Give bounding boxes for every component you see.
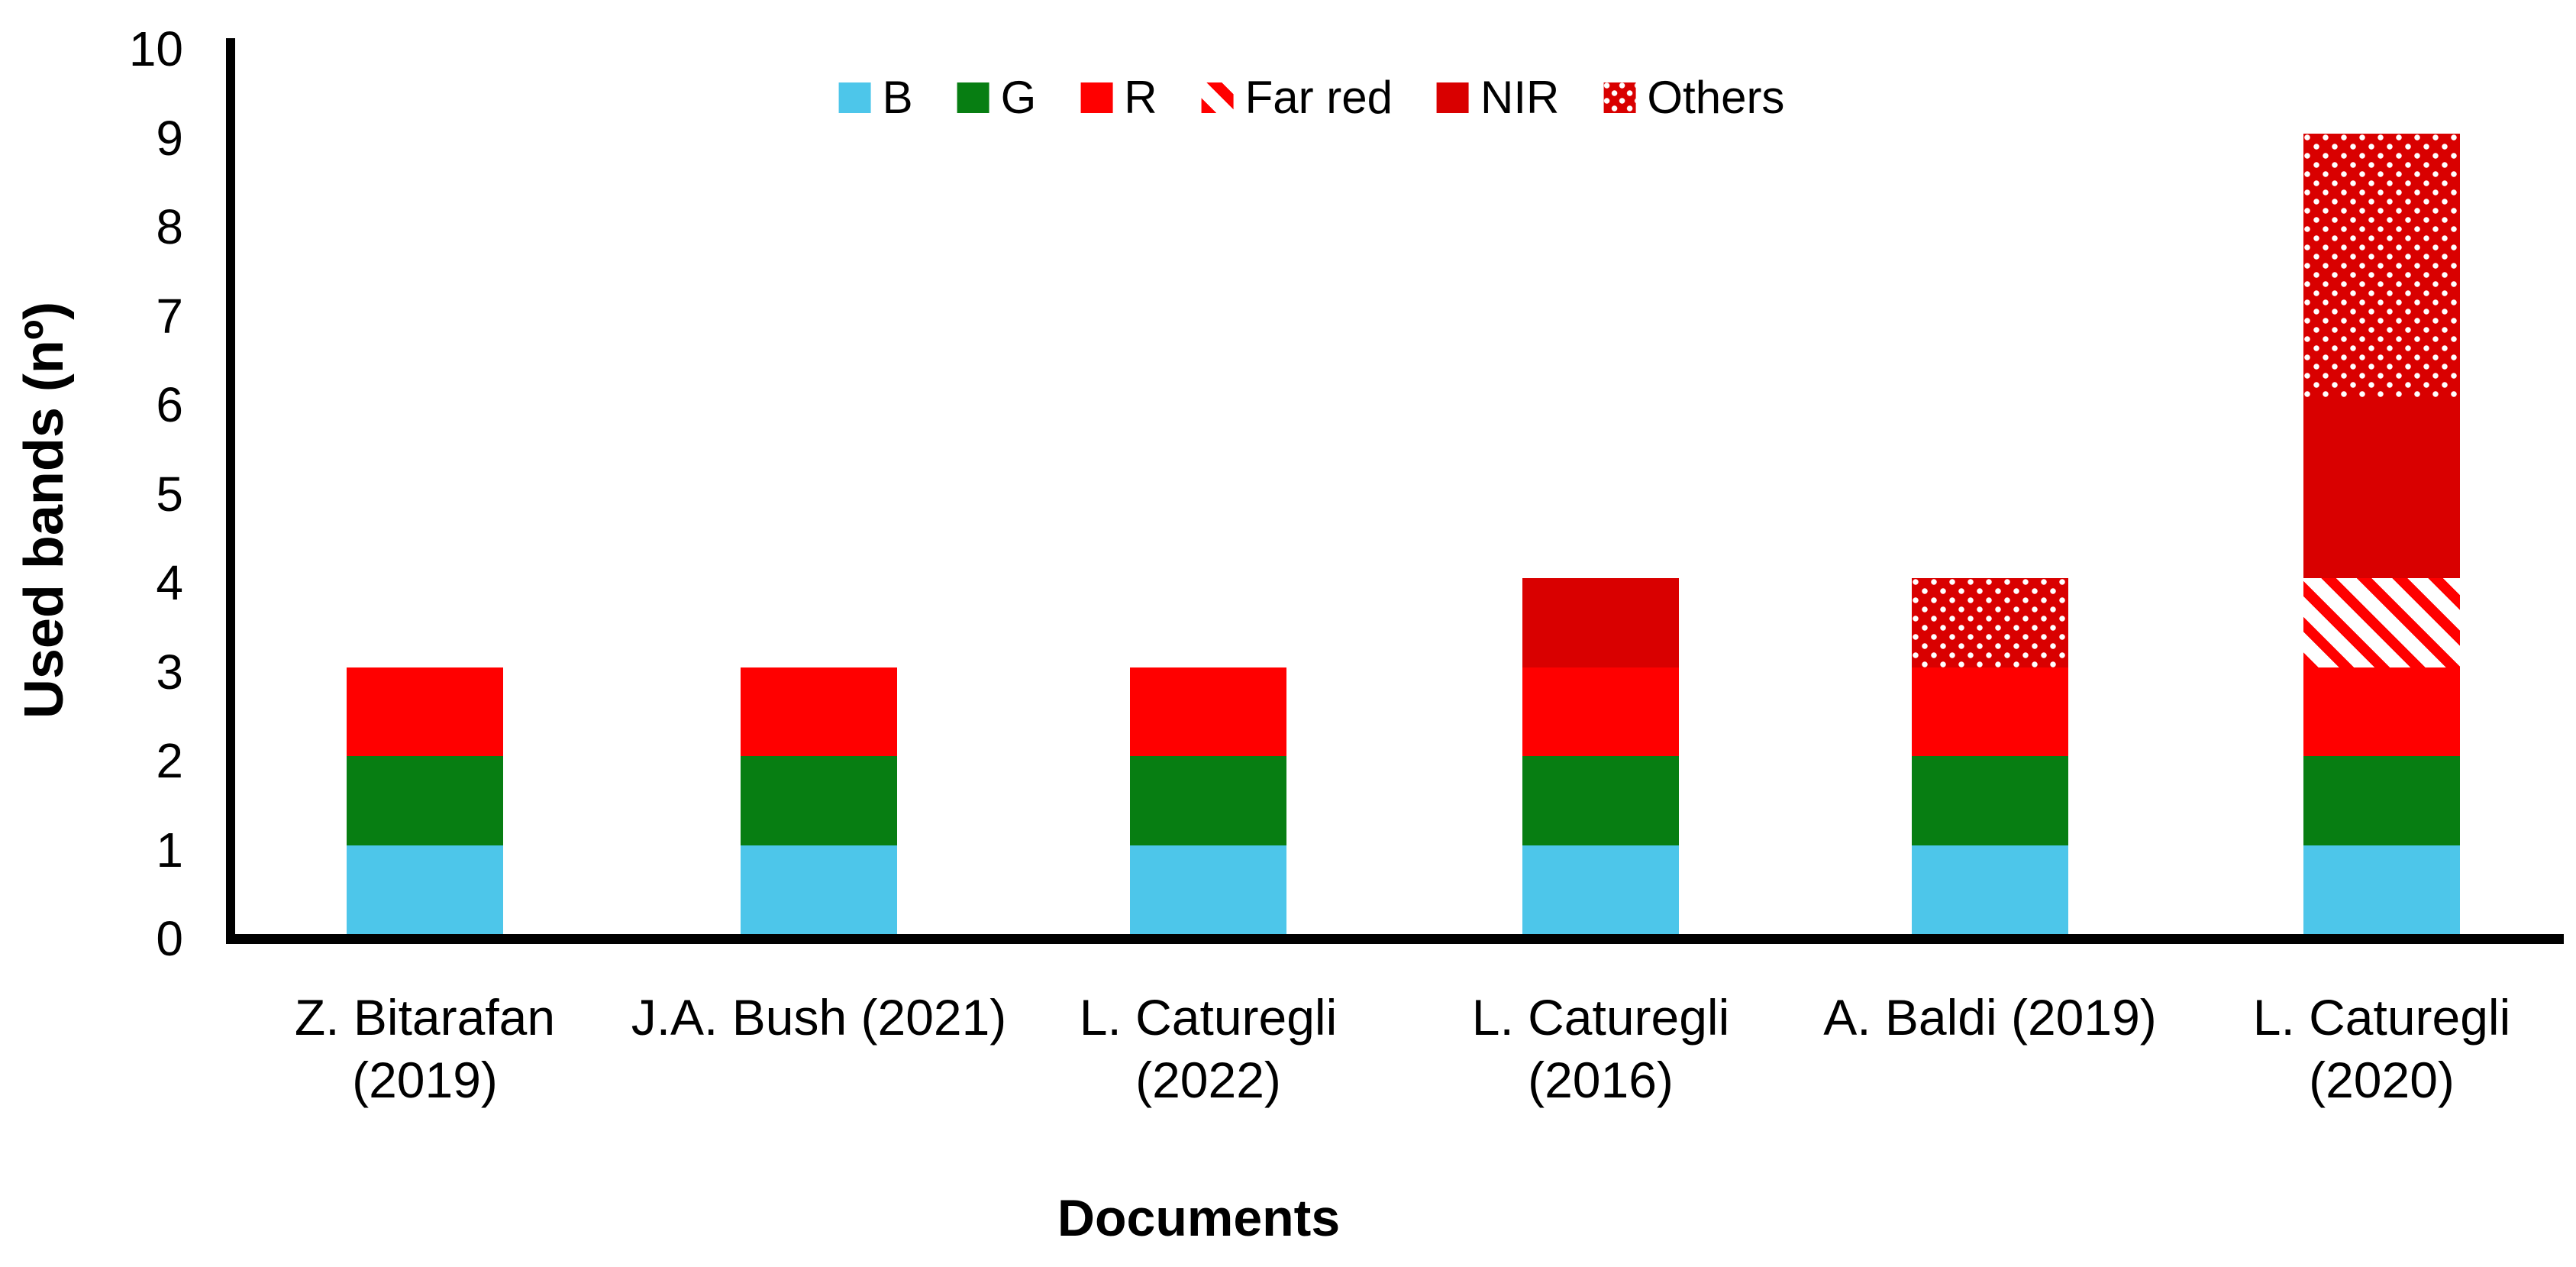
bar-6 [2303, 133, 2460, 934]
bar-5 [1912, 578, 2068, 934]
bar-1 [347, 667, 503, 934]
legend-swatch-far-red [1201, 82, 1234, 113]
legend-label: R [1124, 72, 1157, 123]
x-category-label-2: J.A. Bush (2021) [631, 989, 1007, 1046]
legend-swatch-r [1080, 82, 1113, 113]
legend-item-far-red: Far red [1201, 72, 1393, 123]
bar-segment-g [347, 756, 503, 845]
y-tick-label-4: 4 [156, 555, 183, 610]
bar-segment-g [1522, 756, 1679, 845]
bar-segment-g [1130, 756, 1286, 845]
bar-4 [1522, 578, 1679, 934]
bar-segment-b [347, 845, 503, 934]
bar-segment-g [741, 756, 897, 845]
y-tick-label-8: 8 [156, 199, 183, 254]
legend-label: B [882, 72, 913, 123]
y-tick-label-6: 6 [156, 377, 183, 432]
y-tick-label-7: 7 [156, 288, 183, 344]
bar-segment-others [1912, 578, 2068, 667]
x-axis-line [226, 934, 2564, 944]
x-category-label-6: L. Caturegli (2020) [2252, 989, 2511, 1108]
y-tick-label-9: 9 [156, 110, 183, 166]
bar-segment-r [1522, 667, 1679, 756]
y-axis-line [226, 38, 235, 944]
legend: B G R Far red NIR Others [838, 72, 1784, 123]
bar-segment-others [2303, 133, 2460, 400]
bar-segment-far-red [2303, 578, 2460, 667]
legend-label: Far red [1244, 72, 1393, 123]
legend-label: NIR [1480, 72, 1560, 123]
y-tick-label-10: 10 [128, 21, 183, 76]
x-category-label-1: Z. Bitarafan (2019) [294, 989, 556, 1108]
bar-2 [741, 667, 897, 934]
legend-swatch-others [1603, 82, 1636, 113]
legend-swatch-nir [1437, 82, 1470, 113]
bar-segment-nir [2303, 400, 2460, 578]
y-tick-label-3: 3 [156, 644, 183, 700]
y-tick-label-1: 1 [156, 822, 183, 878]
legend-swatch-g [957, 82, 989, 113]
y-tick-label-2: 2 [156, 733, 183, 788]
bar-segment-b [741, 845, 897, 934]
x-category-label-3: L. Caturegli (2022) [1079, 989, 1338, 1108]
bar-segment-r [2303, 667, 2460, 756]
legend-label: Others [1647, 72, 1785, 123]
bar-segment-r [347, 667, 503, 756]
bar-segment-b [1912, 845, 2068, 934]
bar-segment-nir [1522, 578, 1679, 667]
bar-segment-r [1912, 667, 2068, 756]
bar-segment-b [1522, 845, 1679, 934]
y-tick-label-0: 0 [156, 911, 183, 966]
x-axis-title: Documents [1057, 1189, 1341, 1247]
x-category-label-5: A. Baldi (2019) [1823, 989, 2157, 1046]
x-category-label-4: L. Caturegli (2016) [1471, 989, 1730, 1108]
legend-swatch-b [838, 82, 871, 113]
y-tick-label-5: 5 [156, 466, 183, 522]
legend-item-others: Others [1603, 75, 1784, 121]
bar-segment-r [741, 667, 897, 756]
legend-label: G [1000, 72, 1037, 123]
bar-segment-g [1912, 756, 2068, 845]
bar-3 [1130, 667, 1286, 934]
bar-segment-r [1130, 667, 1286, 756]
legend-item-b: B [838, 72, 913, 123]
bar-segment-b [2303, 845, 2460, 934]
legend-item-g: G [957, 72, 1037, 123]
bar-segment-b [1130, 845, 1286, 934]
bar-segment-g [2303, 756, 2460, 845]
legend-item-nir: NIR [1437, 75, 1559, 121]
legend-item-r: R [1080, 75, 1157, 121]
